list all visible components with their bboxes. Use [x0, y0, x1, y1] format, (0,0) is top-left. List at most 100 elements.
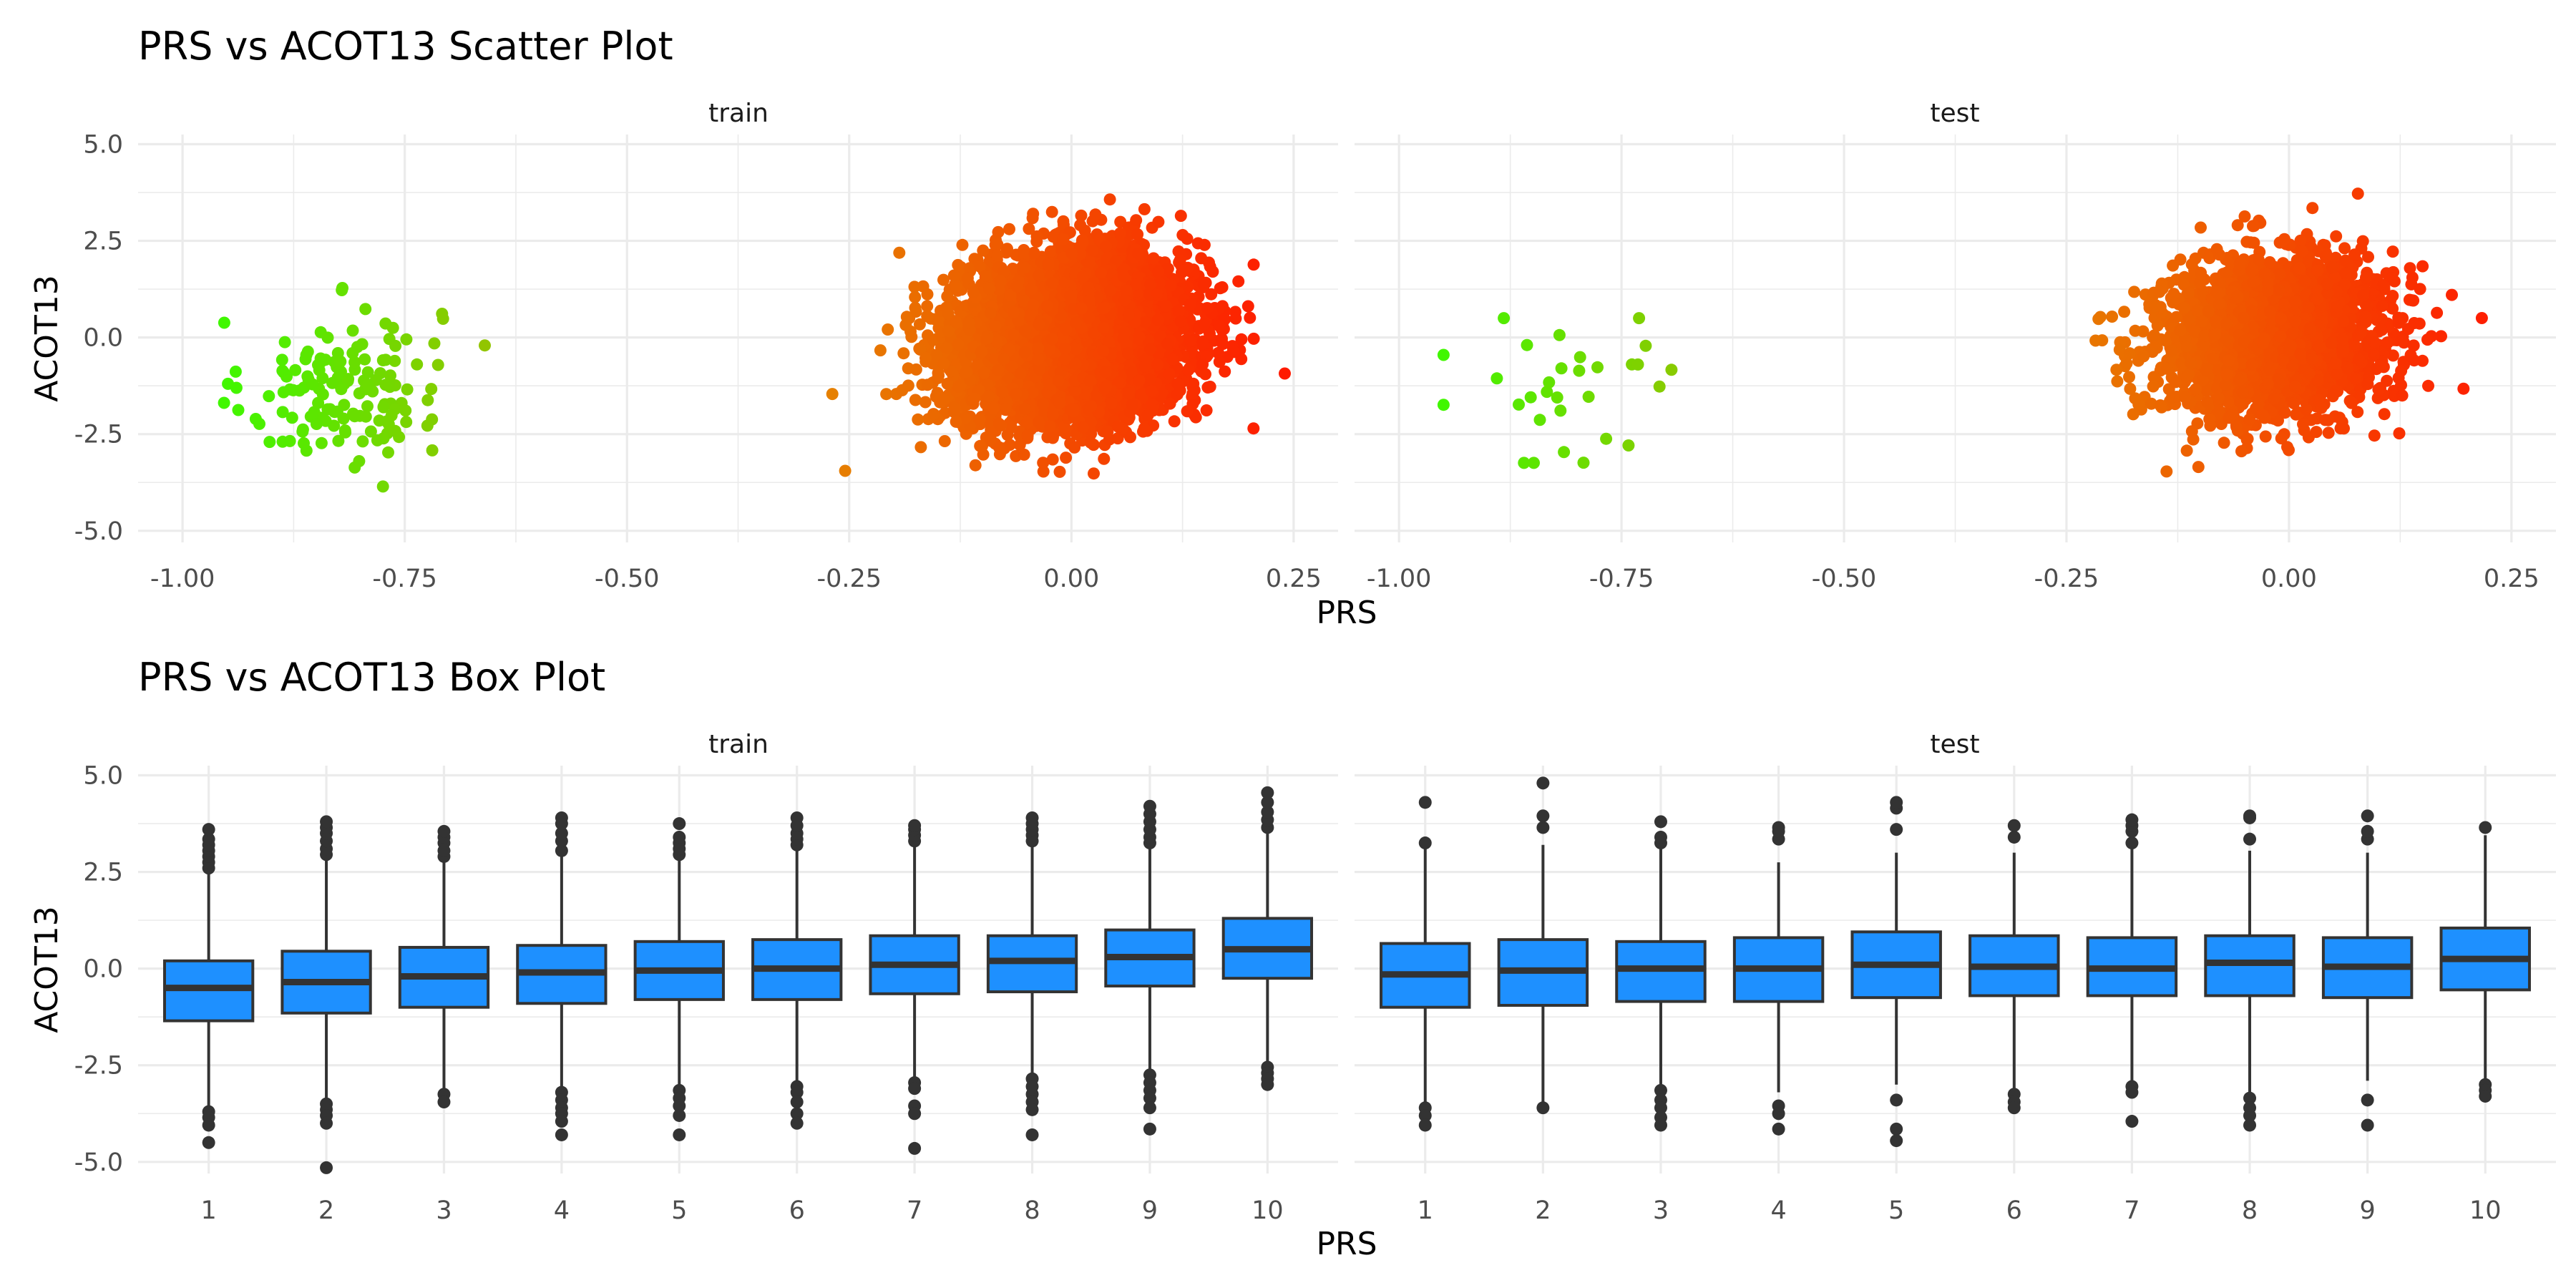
- scatter-point: [1057, 215, 1070, 228]
- scatter-point: [1187, 377, 1200, 390]
- scatter-point: [314, 352, 327, 365]
- scatter-point: [346, 324, 359, 337]
- scatter-point: [356, 435, 369, 448]
- scatter-point: [919, 396, 932, 409]
- scatter-point: [937, 394, 950, 406]
- scatter-point: [1198, 318, 1211, 331]
- scatter-point: [411, 358, 424, 371]
- scatter-point: [905, 331, 918, 343]
- scatter-point: [306, 378, 319, 391]
- scatter-point: [909, 394, 922, 406]
- scatter-point: [283, 383, 296, 396]
- scatter-point: [914, 441, 927, 454]
- scatter-point: [401, 383, 414, 396]
- scatter-point: [1247, 258, 1260, 271]
- scatter-point: [969, 459, 982, 472]
- scatter-point: [1205, 288, 1218, 301]
- scatter-point: [389, 339, 402, 352]
- scatter-point: [973, 413, 986, 426]
- scatter-point: [945, 365, 957, 378]
- scatter-point: [389, 354, 401, 367]
- scatter-point: [963, 262, 976, 275]
- scatter-point: [218, 396, 230, 409]
- scatter-point: [276, 364, 289, 377]
- scatter-point: [948, 406, 961, 419]
- scatter-point: [938, 435, 951, 447]
- scatter-point: [1047, 431, 1059, 443]
- scatter-point: [1053, 465, 1066, 478]
- scatter-point: [301, 345, 314, 358]
- scatter-point: [358, 353, 371, 366]
- scatter-point: [1037, 457, 1050, 469]
- scatter-point: [1018, 244, 1030, 256]
- scatter-point: [326, 376, 338, 389]
- scatter-point: [921, 379, 934, 391]
- scatter-point: [1005, 421, 1018, 434]
- scatter-point: [1088, 467, 1100, 480]
- scatter-point: [1030, 235, 1043, 248]
- scatter-point: [1204, 381, 1216, 393]
- scatter-point: [1135, 386, 1148, 399]
- scatter-point: [909, 363, 922, 376]
- scatter-x-axis-label: PRS: [1316, 595, 1377, 631]
- scatter-point: [253, 417, 265, 430]
- scatter-point: [334, 355, 347, 368]
- scatter-point: [428, 337, 441, 350]
- scatter-title: PRS vs ACOT13 Scatter Plot: [138, 24, 673, 69]
- scatter-point: [364, 425, 377, 438]
- scatter-point: [361, 400, 374, 413]
- scatter-point: [997, 265, 1010, 278]
- scatter-point: [431, 358, 444, 371]
- scatter-point: [1229, 312, 1242, 325]
- scatter-strip-train: train: [708, 99, 769, 128]
- scatter-point: [1279, 367, 1291, 380]
- scatter-point: [379, 317, 392, 330]
- scatter-point: [1232, 275, 1245, 288]
- scatter-point: [1216, 338, 1229, 351]
- scatter-point: [1077, 421, 1090, 434]
- scatter-point: [839, 464, 852, 477]
- scatter-point: [1138, 203, 1151, 215]
- scatter-point: [371, 434, 384, 447]
- scatter-point: [1181, 233, 1194, 245]
- scatter-point: [893, 246, 906, 259]
- scatter-point: [1045, 205, 1058, 218]
- scatter-point: [1060, 452, 1073, 464]
- scatter-chart: PRS vs ACOT13 Scatter Plot ACOT13 PRS tr…: [29, 24, 2556, 631]
- scatter-point: [348, 410, 361, 423]
- scatter-point: [1057, 233, 1070, 245]
- scatter-point: [276, 406, 289, 419]
- scatter-point: [276, 435, 289, 448]
- scatter-point: [1131, 228, 1144, 240]
- scatter-point: [1247, 422, 1260, 435]
- scatter-point: [921, 288, 934, 301]
- scatter-point: [321, 331, 334, 344]
- scatter-point: [1247, 332, 1260, 345]
- scatter-point: [1037, 465, 1050, 478]
- scatter-point: [1173, 304, 1185, 317]
- scatter-point: [1152, 215, 1165, 228]
- scatter-point: [882, 323, 894, 336]
- scatter-point: [1028, 246, 1040, 259]
- scatter-point: [880, 388, 893, 401]
- scatter-point: [950, 280, 962, 293]
- scatter-point: [379, 353, 392, 366]
- scatter-point: [1198, 238, 1211, 251]
- scatter-point: [421, 394, 434, 406]
- scatter-point: [286, 411, 298, 424]
- scatter-point: [1200, 404, 1213, 416]
- scatter-point: [348, 356, 361, 369]
- scatter-point: [1171, 377, 1184, 390]
- scatter-point: [1195, 252, 1208, 265]
- scatter-point: [379, 379, 392, 391]
- scatter-point: [229, 365, 242, 378]
- scatter-point: [921, 300, 934, 313]
- scatter-point: [376, 480, 389, 493]
- scatter-point: [399, 404, 412, 417]
- scatter-point: [956, 238, 969, 251]
- scatter-point: [1027, 208, 1040, 220]
- scatter-point: [913, 318, 926, 331]
- scatter-point: [479, 339, 491, 352]
- scatter-point: [1021, 429, 1034, 442]
- scatter-point: [1161, 263, 1174, 275]
